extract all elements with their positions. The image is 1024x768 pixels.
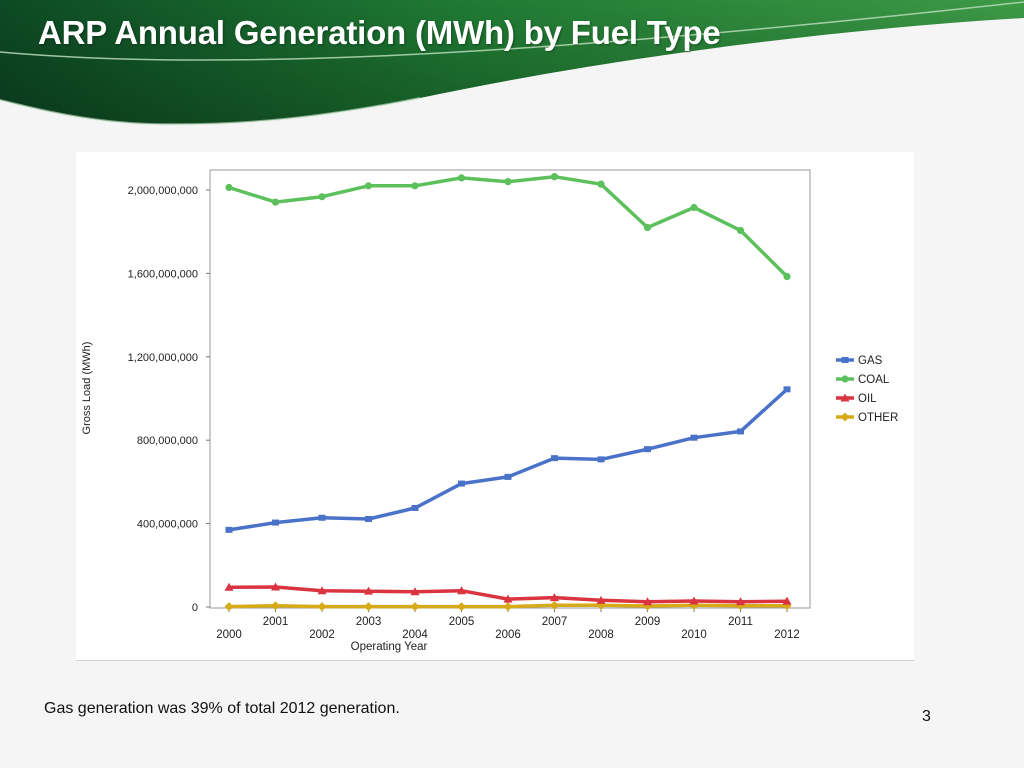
data-point-coal xyxy=(783,272,791,281)
data-point-coal xyxy=(364,182,373,190)
legend-item-gas: GAS xyxy=(836,355,883,367)
x-tick-label: 2002 xyxy=(309,629,335,641)
series-oil xyxy=(224,582,792,606)
data-point-gas xyxy=(783,386,791,393)
data-point-coal xyxy=(736,226,745,235)
data-point-oil xyxy=(224,582,234,591)
y-tick-label: 800,000,000 xyxy=(137,435,198,447)
x-tick-label: 2011 xyxy=(728,616,753,628)
data-point-gas xyxy=(458,480,465,487)
data-point-oil xyxy=(364,586,373,595)
data-point-other xyxy=(317,602,327,612)
x-tick-label: 2003 xyxy=(356,616,382,628)
data-point-coal xyxy=(690,203,698,212)
data-point-other xyxy=(457,602,466,612)
legend-item-other: OTHER xyxy=(836,412,898,424)
data-point-oil xyxy=(503,594,513,603)
x-tick-label: 2000 xyxy=(216,629,242,641)
data-point-coal xyxy=(318,193,326,201)
x-tick-label: 2006 xyxy=(495,629,521,641)
x-tick-label: 2009 xyxy=(635,616,661,628)
data-point-oil xyxy=(782,596,792,605)
y-tick-label: 1,200,000,000 xyxy=(128,352,198,364)
legend-marker-coal xyxy=(841,375,849,383)
data-point-gas xyxy=(644,446,651,453)
chart-panel: 0 400,000,000 800,000,000 1,200,000,000 1,60… xyxy=(76,152,914,661)
legend-marker-other xyxy=(840,412,850,422)
data-point-oil xyxy=(457,586,466,595)
line-chart: 0 400,000,000 800,000,000 1,200,000,000 1,60… xyxy=(81,169,898,653)
x-tick-label: 2008 xyxy=(588,629,614,641)
y-tick-label: 0 xyxy=(192,602,198,614)
x-tick-label: 2012 xyxy=(774,629,800,641)
data-point-coal xyxy=(643,223,652,232)
data-point-coal xyxy=(225,183,233,192)
data-point-gas xyxy=(504,473,512,480)
data-point-oil xyxy=(271,582,280,591)
legend: GAS COAL OIL OTHER xyxy=(836,355,898,424)
x-tick-label: 2007 xyxy=(542,616,568,628)
x-tick-label: 2005 xyxy=(449,616,475,628)
data-point-coal xyxy=(550,173,559,181)
y-axis-title: Gross Load (MWh) xyxy=(81,342,93,435)
data-point-coal xyxy=(504,178,512,186)
data-point-other xyxy=(364,602,373,612)
data-point-other xyxy=(503,602,513,612)
data-point-oil xyxy=(317,586,327,595)
slide-number: 3 xyxy=(922,708,931,725)
data-point-other xyxy=(410,602,420,612)
slide-caption: Gas generation was 39% of total 2012 gen… xyxy=(44,700,400,717)
data-point-oil xyxy=(550,593,559,602)
data-point-oil xyxy=(596,595,606,604)
x-tick-label: 2010 xyxy=(681,629,707,641)
data-point-coal xyxy=(411,182,419,190)
data-point-gas xyxy=(318,514,326,521)
series-coal xyxy=(225,173,791,281)
legend-item-coal: COAL xyxy=(836,374,890,386)
data-point-other xyxy=(224,602,234,612)
y-axis-ticks: 0 400,000,000 800,000,000 1,200,000,000 1,60… xyxy=(128,185,210,614)
data-point-gas xyxy=(411,504,419,511)
legend-label: GAS xyxy=(858,355,883,367)
data-point-coal xyxy=(597,180,605,188)
slide-title: ARP Annual Generation (MWh) by Fuel Type xyxy=(38,14,721,51)
x-axis-ticks: 2000 2001 2002 2003 2004 2005 2006 2007 2008 2009… xyxy=(216,608,800,641)
x-axis-title: Operating Year xyxy=(351,641,428,653)
legend-label: OIL xyxy=(858,393,877,405)
data-point-gas xyxy=(737,428,744,435)
data-point-other xyxy=(550,600,559,610)
y-tick-label: 400,000,000 xyxy=(137,519,198,531)
y-tick-label: 2,000,000,000 xyxy=(128,185,198,197)
data-point-gas xyxy=(365,516,372,523)
data-point-oil xyxy=(410,587,420,596)
data-point-gas xyxy=(551,455,558,462)
y-tick-label: 1,600,000,000 xyxy=(128,268,198,280)
plot-frame xyxy=(209,169,811,609)
x-tick-label: 2004 xyxy=(402,629,428,641)
data-point-coal xyxy=(271,198,280,206)
data-point-other xyxy=(271,601,280,611)
series-other xyxy=(224,600,792,612)
title-banner xyxy=(0,0,1024,126)
legend-label: OTHER xyxy=(858,412,898,424)
series-gas xyxy=(225,386,791,533)
x-tick-label: 2001 xyxy=(263,616,289,628)
data-point-gas xyxy=(690,434,698,441)
data-point-gas xyxy=(597,456,605,463)
data-point-oil xyxy=(643,597,652,606)
series-layer xyxy=(224,173,792,612)
data-point-oil xyxy=(736,597,745,606)
legend-marker-oil xyxy=(840,393,850,402)
legend-label: COAL xyxy=(858,374,890,386)
legend-item-oil: OIL xyxy=(836,393,877,405)
data-point-coal xyxy=(457,174,466,182)
data-point-gas xyxy=(225,526,233,533)
data-point-gas xyxy=(272,519,279,526)
legend-marker-gas xyxy=(841,357,849,363)
data-point-oil xyxy=(689,596,699,605)
